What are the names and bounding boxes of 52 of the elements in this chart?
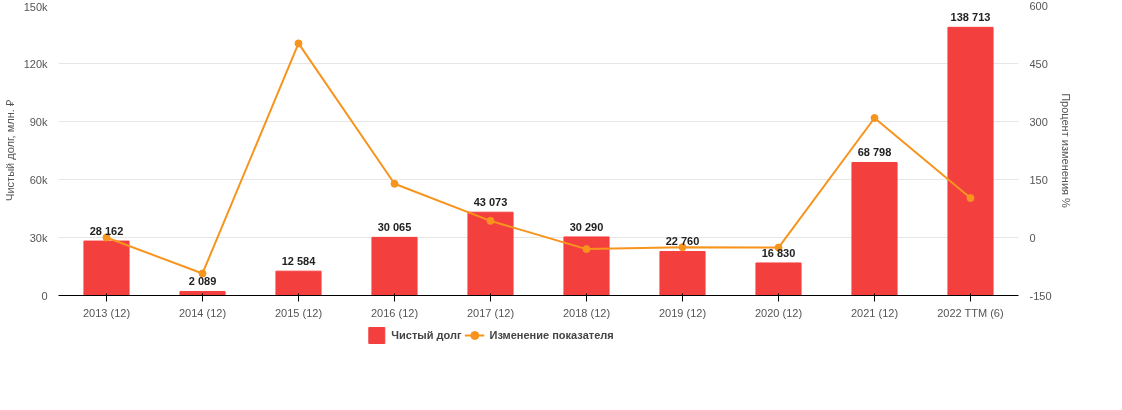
x-tick-label: 2018 (12)	[562, 306, 611, 319]
y2-tick-label: 0	[1029, 231, 1036, 244]
bar	[467, 211, 514, 296]
x-tick-label: 2017 (12)	[466, 306, 515, 319]
bar	[659, 251, 706, 296]
x-tick-label: 2015 (12)	[274, 306, 323, 319]
bar	[851, 161, 898, 296]
y2-tick-label: 600	[1029, 0, 1048, 12]
y-tick-label: 0	[41, 289, 48, 302]
y-tick-label: 60k	[29, 173, 48, 186]
bar	[563, 236, 610, 296]
point	[966, 194, 975, 203]
y-axis-title: Чистый долг, млн. ₽	[3, 100, 16, 201]
legend-label: Чистый долг	[391, 329, 462, 341]
data-label: 16 830	[761, 246, 796, 259]
y2-tick-label: 150	[1029, 173, 1048, 186]
bar	[275, 270, 322, 296]
data-label: 28 162	[89, 225, 124, 238]
x-tick-label: 2022 TTM (6)	[937, 306, 1004, 319]
bar	[83, 240, 130, 296]
data-label: 22 760	[665, 235, 700, 248]
x-tick-label: 2019 (12)	[658, 306, 707, 319]
data-label: 2 089	[188, 275, 217, 288]
y-tick-label: 90k	[29, 115, 48, 128]
data-label: 43 073	[473, 196, 508, 209]
x-tick-label: 2013 (12)	[82, 306, 131, 319]
bar	[371, 236, 418, 296]
y-tick-label: 30k	[29, 231, 48, 244]
point	[486, 216, 495, 225]
data-label: 138 713	[950, 11, 991, 24]
data-label: 68 798	[857, 146, 892, 159]
y-tick-label: 120k	[23, 57, 48, 70]
bar	[755, 262, 802, 296]
point	[870, 114, 879, 123]
x-tick-label: 2021 (12)	[850, 306, 899, 319]
y2-axis-title: Процент изменения %	[1059, 93, 1072, 209]
data-label: 12 584	[281, 255, 317, 268]
x-tick-label: 2014 (12)	[178, 306, 227, 319]
point	[390, 179, 399, 188]
y2-tick-label: -150	[1029, 289, 1052, 302]
y2-tick-label: 300	[1029, 115, 1048, 128]
data-label: 30 065	[377, 221, 412, 234]
y-tick-label: 150k	[23, 0, 48, 13]
data-label: 30 290	[569, 220, 604, 233]
x-tick-label: 2016 (12)	[370, 306, 419, 319]
y2-tick-label: 450	[1029, 57, 1048, 70]
bar	[947, 26, 994, 296]
x-tick-label: 2020 (12)	[754, 306, 803, 319]
point	[582, 245, 591, 254]
point	[294, 39, 303, 48]
legend-label: Изменение показателя	[489, 329, 614, 341]
bar	[179, 290, 226, 296]
